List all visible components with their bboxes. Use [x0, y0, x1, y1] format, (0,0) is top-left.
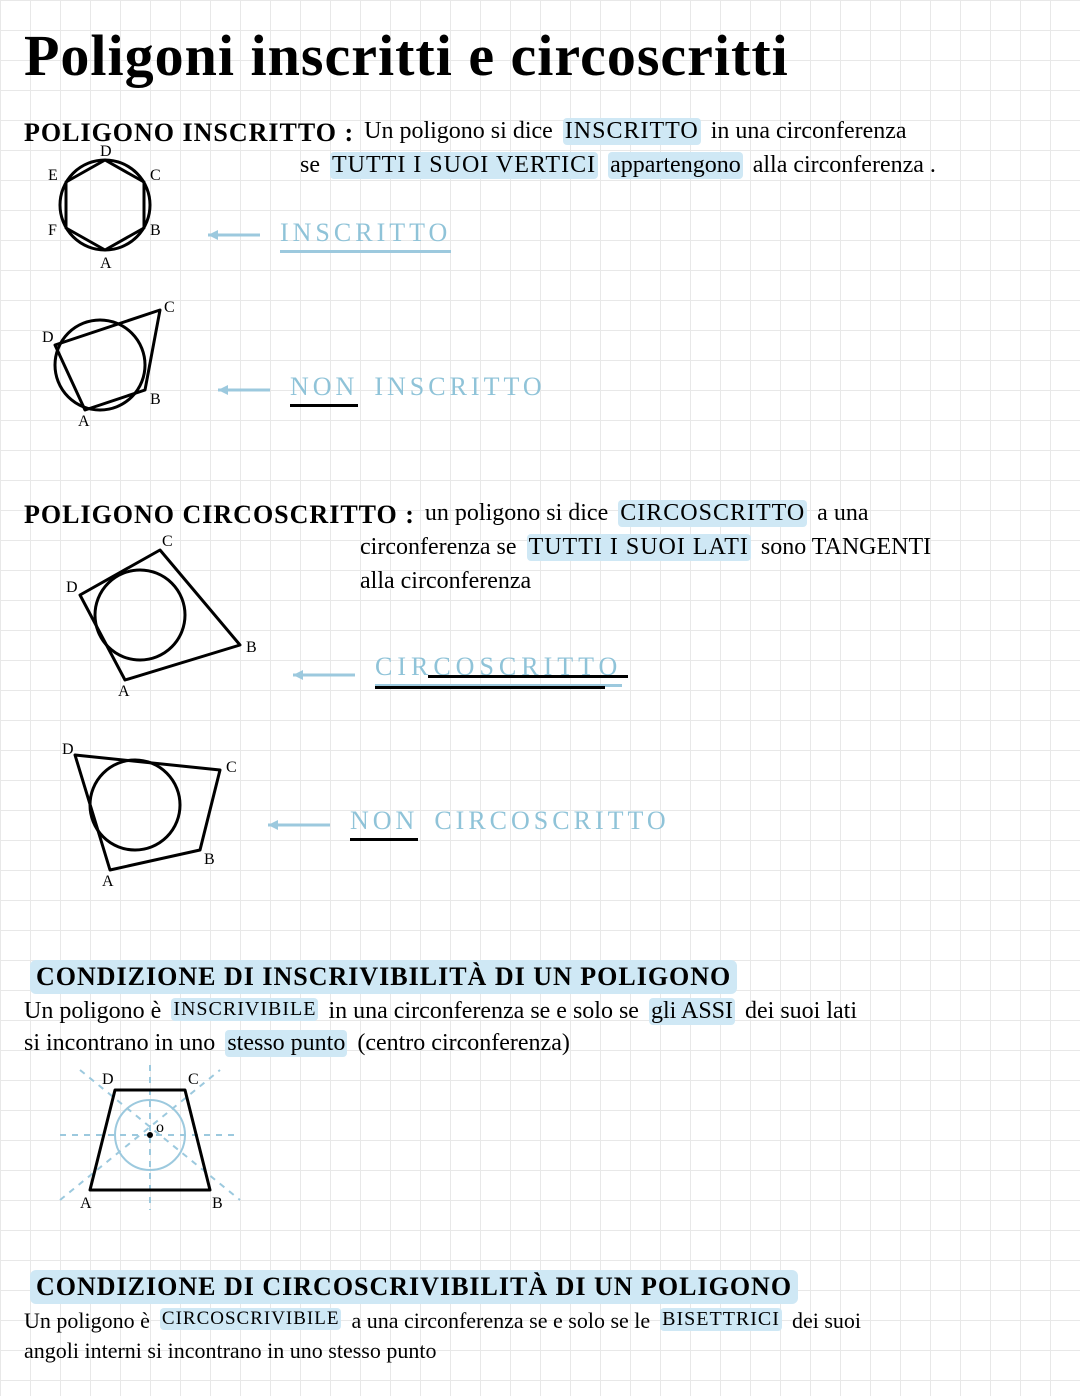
sketch-trapezoid-axes: o A B C D	[50, 1070, 250, 1225]
cond-circ-head: CONDIZIONE DI CIRCOSCRIVIBILITÀ DI UN PO…	[30, 1270, 798, 1304]
txt: alla circonferenza .	[753, 152, 936, 179]
vertex-D: D	[62, 741, 74, 758]
txt: NON	[290, 372, 358, 407]
txt: CONDIZIONE DI INSCRIVIBILITÀ DI UN POLIG…	[30, 960, 737, 994]
txt: Un poligono è	[24, 1308, 150, 1334]
vertex-C: C	[226, 759, 237, 776]
label-non-circoscritto: NON CIRCOSCRITTO	[350, 806, 670, 841]
txt: INSCRITTO	[280, 218, 451, 253]
circoscritto-def-line3: alla circonferenza	[360, 568, 531, 595]
txt: CIRCOSCRITTO	[434, 806, 669, 836]
vertex-B: B	[204, 851, 215, 868]
txt: a una circonferenza se e solo se le	[351, 1308, 650, 1334]
cond-circ-l2: angoli interni si incontrano in uno stes…	[24, 1338, 436, 1364]
vertex-B: B	[150, 222, 161, 239]
arrow-inscritto	[200, 225, 270, 250]
kw: TUTTI i suoi VERTICI	[330, 152, 598, 179]
inscritto-head: POLIGONO INSCRITTO :	[24, 118, 354, 148]
kw: TUTTI i suoi LATI	[527, 534, 751, 561]
circoscritto-head: POLIGONO CIRCOSCRITTO :	[24, 500, 415, 530]
vertex-F: F	[48, 222, 57, 239]
txt: un poligono si dice	[425, 500, 608, 527]
cond-inscr-l1: Un poligono è INSCRIVIBILE in una circon…	[24, 998, 1064, 1025]
center-label: o	[156, 1119, 164, 1136]
kw: INSCRIVIBILE	[171, 998, 318, 1021]
txt: (centro circonferenza)	[357, 1030, 570, 1057]
kw: CIRCOSCRIVIBILE	[160, 1308, 342, 1330]
txt: Un poligono è	[24, 998, 161, 1025]
arrow-circoscritto	[285, 665, 365, 690]
vertex-D: D	[66, 579, 78, 596]
page-title: Poligoni inscritti e circoscritti	[24, 22, 789, 89]
vertex-E: E	[48, 167, 58, 184]
inscritto-def-line2: se TUTTI i suoi VERTICI appartengono all…	[300, 152, 936, 179]
kw: gli ASSI	[649, 998, 735, 1025]
kw: stesso punto	[225, 1030, 347, 1057]
arrow-non-inscritto	[210, 380, 280, 405]
txt: INSCRITTO	[374, 372, 545, 402]
circoscritto-def-line1: POLIGONO CIRCOSCRITTO : un poligono si d…	[24, 500, 1064, 530]
txt: circonferenza se	[360, 534, 517, 561]
txt: dei suoi lati	[745, 998, 857, 1025]
txt: sono TANGENTI	[761, 534, 931, 561]
txt: a una	[817, 500, 868, 527]
vertex-B: B	[150, 391, 161, 408]
vertex-A: A	[100, 255, 112, 272]
txt: angoli interni si incontrano in uno stes…	[24, 1338, 436, 1364]
circoscritto-def-line2: circonferenza se TUTTI i suoi LATI sono …	[360, 534, 931, 561]
sketch-circumscribed: A B C D	[40, 540, 260, 705]
vertex-C: C	[188, 1071, 199, 1088]
txt: in una circonferenza se e solo se	[328, 998, 639, 1025]
label-non-inscritto: NON INSCRITTO	[290, 372, 546, 407]
txt: alla circonferenza	[360, 568, 531, 595]
vertex-D: D	[100, 143, 112, 160]
txt: NON	[350, 806, 418, 841]
vertex-D: D	[102, 1071, 114, 1088]
txt: Un poligono si dice	[364, 118, 553, 145]
vertex-B: B	[212, 1195, 223, 1212]
label-circoscritto: CIRCOSCRITTO	[375, 652, 628, 687]
vertex-D: D	[42, 329, 54, 346]
cond-inscr-head: CONDIZIONE DI INSCRIVIBILITÀ DI UN POLIG…	[30, 960, 737, 994]
vertex-A: A	[118, 683, 130, 700]
vertex-C: C	[162, 533, 173, 550]
sketch-non-inscribed: A B C D	[30, 300, 190, 435]
txt: se	[300, 152, 320, 179]
txt: si incontrano in uno	[24, 1030, 215, 1057]
kw-inscritto: INSCRITTO	[563, 118, 701, 145]
kw: appartengono	[608, 152, 743, 179]
sketch-hexagon-inscribed: A B C D E F	[30, 150, 180, 275]
txt: in una circonferenza	[711, 118, 907, 145]
inscritto-def-line1: POLIGONO INSCRITTO : Un poligono si dice…	[24, 118, 1064, 148]
txt: CONDIZIONE DI CIRCOSCRIVIBILITÀ DI UN PO…	[30, 1270, 798, 1304]
vertex-B: B	[246, 639, 257, 656]
arrow-non-circoscritto	[260, 815, 340, 840]
vertex-A: A	[78, 413, 90, 430]
vertex-C: C	[150, 167, 161, 184]
sketch-not-circumscribed: A B C D	[40, 740, 250, 895]
txt: dei suoi	[792, 1308, 861, 1334]
vertex-A: A	[102, 873, 114, 890]
vertex-C: C	[164, 299, 175, 316]
vertex-A: A	[80, 1195, 92, 1212]
underline	[375, 686, 605, 689]
kw: CIRCOSCRITTO	[618, 500, 807, 527]
label-inscritto: INSCRITTO	[280, 218, 447, 253]
cond-inscr-l2: si incontrano in uno stesso punto (centr…	[24, 1030, 570, 1057]
cond-circ-l1: Un poligono è CIRCOSCRIVIBILE a una circ…	[24, 1308, 1064, 1334]
kw: BISETTRICI	[660, 1308, 782, 1331]
